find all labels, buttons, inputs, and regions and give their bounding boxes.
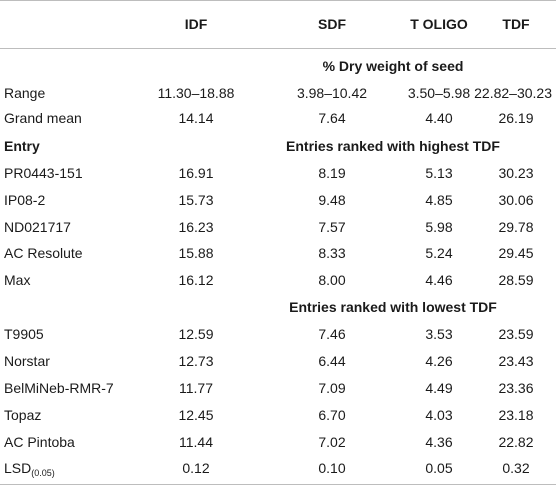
table-header-row: IDF SDF T OLIGO TDF	[0, 11, 556, 37]
cell-idf: 12.59	[178, 326, 214, 342]
cell-toligo: 3.53	[425, 326, 453, 342]
cell-sdf: 7.64	[318, 110, 346, 126]
cell-sdf: 0.10	[318, 460, 346, 476]
cell-idf: 12.45	[178, 407, 214, 423]
table-row: Max 16.12 8.00 4.46 28.59	[0, 269, 556, 292]
lsd-label: LSD(0.05)	[4, 457, 55, 480]
unit-heading: % Dry weight of seed	[322, 58, 464, 74]
entry-label: Entry	[4, 138, 40, 154]
cell-toligo: 5.13	[425, 165, 453, 181]
table-row-range: Range 11.30–18.88 3.98–10.42 3.50–5.98 2…	[0, 82, 556, 105]
cell-tdf: 23.43	[498, 353, 534, 369]
cell-sdf: 8.00	[318, 272, 346, 288]
cell-tdf: 30.06	[498, 192, 534, 208]
cell-idf: 16.91	[178, 165, 214, 181]
cell-idf: 16.12	[178, 272, 214, 288]
header-tdf: TDF	[502, 16, 530, 32]
cell-tdf: 23.18	[498, 407, 534, 423]
table-top-rule	[0, 0, 556, 1]
cell-sdf: 8.33	[318, 245, 346, 261]
cell-toligo: 5.24	[425, 245, 453, 261]
cell-toligo: 0.05	[425, 460, 453, 476]
header-idf: IDF	[184, 16, 208, 32]
highest-heading-row: Entry Entries ranked with highest TDF	[0, 135, 556, 158]
cell-tdf: 23.36	[498, 380, 534, 396]
cell-sdf: 8.19	[318, 165, 346, 181]
row-label: BelMiNeb-RMR-7	[4, 380, 114, 396]
cell-toligo: 5.98	[425, 219, 453, 235]
row-label: PR0443-151	[4, 165, 83, 181]
table-row: BelMiNeb-RMR-7 11.77 7.09 4.49 23.36	[0, 377, 556, 400]
cell-sdf: 7.46	[318, 326, 346, 342]
row-label: AC Pintoba	[4, 434, 75, 450]
cell-sdf: 3.98–10.42	[296, 85, 368, 101]
row-label: Grand mean	[4, 110, 82, 126]
cell-sdf: 6.44	[318, 353, 346, 369]
table-row-grand-mean: Grand mean 14.14 7.64 4.40 26.19	[0, 107, 556, 130]
lsd-label-text: LSD	[4, 460, 32, 476]
table-row: PR0443-151 16.91 8.19 5.13 30.23	[0, 162, 556, 185]
cell-tdf: 26.19	[498, 110, 534, 126]
lowest-heading: Entries ranked with lowest TDF	[289, 299, 497, 315]
table-row: AC Pintoba 11.44 7.02 4.36 22.82	[0, 431, 556, 454]
row-label: ND021717	[4, 219, 71, 235]
cell-idf: 16.23	[178, 219, 214, 235]
cell-idf: 11.77	[179, 380, 213, 396]
unit-heading-row: % Dry weight of seed	[0, 55, 556, 78]
cell-tdf: 29.45	[498, 245, 534, 261]
cell-sdf: 6.70	[318, 407, 346, 423]
cell-sdf: 7.02	[318, 434, 346, 450]
cell-tdf: 0.32	[502, 460, 530, 476]
cell-tdf: 28.59	[498, 272, 534, 288]
row-label: Norstar	[4, 353, 50, 369]
cell-idf: 15.88	[178, 245, 214, 261]
cell-idf: 12.73	[178, 353, 214, 369]
cell-idf: 0.12	[182, 460, 210, 476]
table-row-lsd: LSD(0.05) 0.12 0.10 0.05 0.32	[0, 457, 556, 480]
table-row: AC Resolute 15.88 8.33 5.24 29.45	[0, 242, 556, 265]
cell-tdf: 22.82–30.23	[474, 85, 552, 101]
highest-heading: Entries ranked with highest TDF	[286, 138, 500, 154]
table-row: T9905 12.59 7.46 3.53 23.59	[0, 323, 556, 346]
cell-sdf: 7.57	[318, 219, 346, 235]
cell-idf: 11.30–18.88	[157, 85, 235, 101]
table-row: IP08-2 15.73 9.48 4.85 30.06	[0, 189, 556, 212]
cell-tdf: 29.78	[498, 219, 534, 235]
cell-tdf: 30.23	[498, 165, 534, 181]
cell-toligo: 3.50–5.98	[407, 85, 471, 101]
cell-idf: 14.14	[178, 110, 214, 126]
table-row: Norstar 12.73 6.44 4.26 23.43	[0, 350, 556, 373]
cell-toligo: 4.03	[425, 407, 453, 423]
row-label: Range	[4, 85, 46, 101]
cell-tdf: 23.59	[498, 326, 534, 342]
cell-toligo: 4.40	[425, 110, 453, 126]
cell-toligo: 4.46	[425, 272, 453, 288]
table-row: Topaz 12.45 6.70 4.03 23.18	[0, 404, 556, 427]
lsd-label-subscript: (0.05)	[31, 468, 55, 478]
cell-tdf: 22.82	[498, 434, 534, 450]
row-label: T9905	[4, 326, 44, 342]
header-sdf: SDF	[318, 16, 346, 32]
row-label: AC Resolute	[4, 245, 83, 261]
cell-toligo: 4.36	[425, 434, 453, 450]
cell-toligo: 4.85	[425, 192, 453, 208]
header-toligo: T OLIGO	[410, 16, 468, 32]
table-bottom-rule	[0, 484, 556, 485]
cell-toligo: 4.49	[425, 380, 453, 396]
row-label: Max	[4, 272, 31, 288]
lowest-heading-row: Entries ranked with lowest TDF	[0, 296, 556, 319]
cell-toligo: 4.26	[425, 353, 453, 369]
header-bottom-rule	[0, 48, 556, 49]
cell-idf: 15.73	[178, 192, 214, 208]
table-row: ND021717 16.23 7.57 5.98 29.78	[0, 216, 556, 239]
row-label: IP08-2	[4, 192, 46, 208]
cell-sdf: 9.48	[318, 192, 346, 208]
cell-idf: 11.44	[179, 434, 213, 450]
row-label: Topaz	[4, 407, 42, 423]
cell-sdf: 7.09	[318, 380, 346, 396]
